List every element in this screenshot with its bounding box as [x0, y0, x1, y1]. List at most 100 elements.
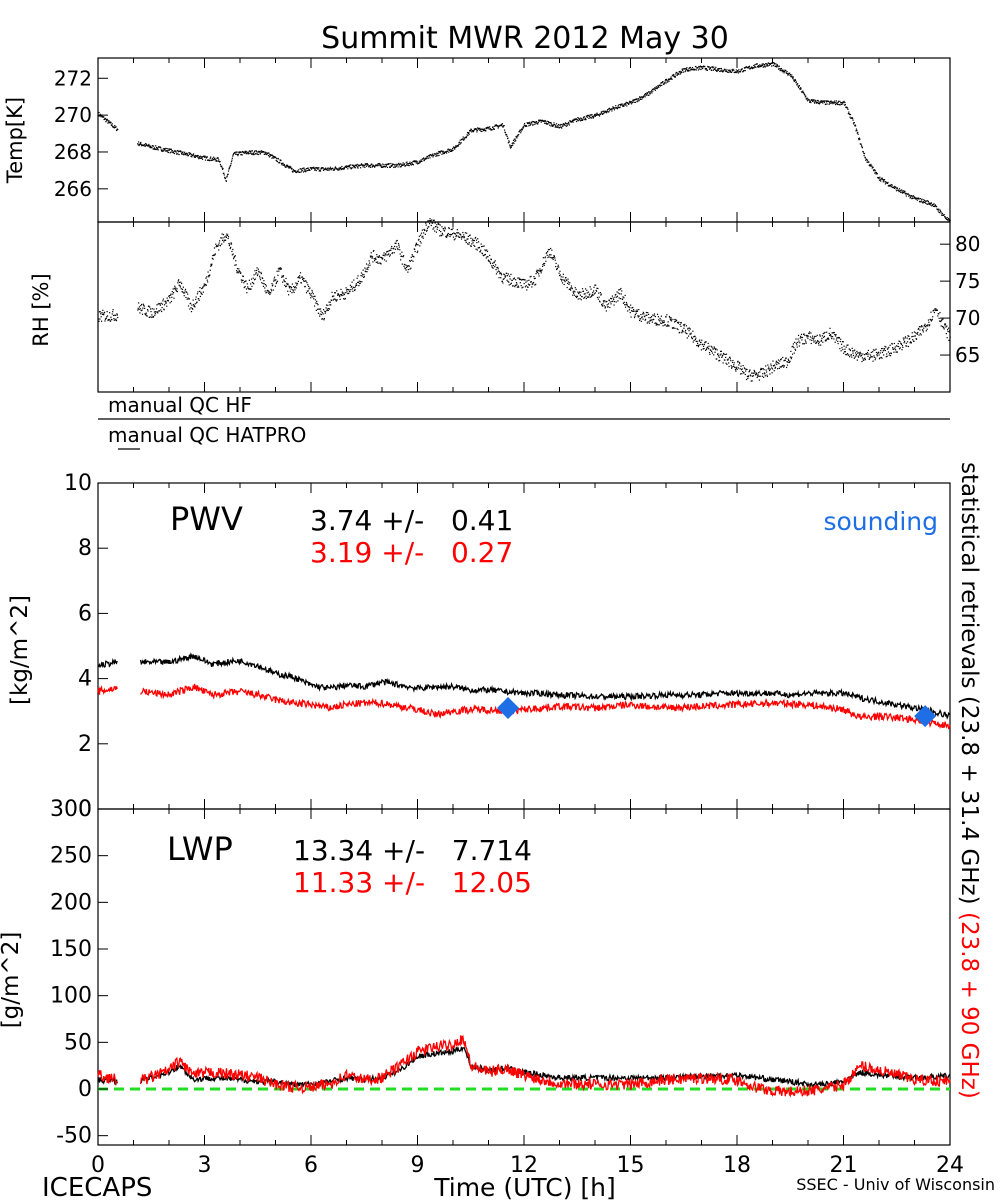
temp-point: [802, 90, 804, 92]
temp-point: [181, 153, 183, 155]
rh-point: [329, 301, 331, 303]
rh-point: [527, 286, 529, 288]
rh-point: [529, 281, 532, 283]
temp-point: [441, 153, 443, 155]
temp-point: [676, 74, 678, 77]
rh-point: [274, 279, 276, 282]
temp-point: [666, 79, 668, 82]
temp-point: [394, 166, 397, 168]
temp-point: [164, 150, 167, 152]
temp-point: [761, 63, 763, 65]
rh-point: [346, 291, 348, 293]
rh-point: [370, 256, 372, 258]
temp-point: [408, 163, 410, 165]
temp-point: [882, 181, 884, 183]
temp-point: [254, 150, 256, 152]
temp-point: [737, 72, 740, 74]
rh-point: [855, 355, 857, 357]
rh-point: [598, 296, 600, 298]
temp-point: [247, 151, 250, 153]
rh-point: [583, 293, 585, 295]
rh-point: [595, 290, 598, 292]
temp-point: [859, 138, 861, 140]
rh-point: [102, 309, 104, 311]
temp-point: [324, 168, 326, 170]
rh-point: [514, 285, 516, 288]
temp-point: [914, 196, 916, 199]
temp-point: [624, 104, 626, 106]
temp-point: [621, 103, 623, 105]
temp-point: [697, 69, 700, 71]
rh-point: [879, 352, 881, 354]
rh-point: [201, 287, 203, 290]
rh-point: [272, 284, 274, 286]
temp-point: [496, 125, 498, 127]
rh-point: [789, 356, 792, 358]
rh-point: [433, 227, 435, 229]
temp-point: [587, 115, 590, 117]
temp-point: [731, 70, 734, 72]
temp-point: [820, 100, 822, 102]
rh-point: [488, 260, 490, 262]
temp-point: [377, 163, 380, 165]
rh-point: [929, 319, 932, 321]
temp-point: [670, 76, 672, 78]
temp-point: [510, 146, 512, 148]
temp-point: [238, 151, 240, 153]
rh-point: [100, 316, 102, 318]
temp-ytick-label: 272: [54, 66, 92, 90]
temp-point: [608, 111, 610, 113]
temp-point: [706, 69, 708, 71]
rh-point: [233, 258, 235, 260]
rh-point: [376, 256, 378, 258]
rh-point: [909, 342, 911, 344]
temp-point: [653, 88, 656, 90]
rh-point: [220, 237, 222, 239]
temp-point: [753, 64, 755, 67]
temp-point: [297, 171, 299, 173]
temp-point: [103, 116, 105, 118]
rh-point: [314, 295, 316, 297]
temp-point: [113, 126, 115, 128]
rh-point: [794, 349, 797, 351]
rh-point: [581, 295, 583, 298]
rh-point: [593, 293, 596, 295]
rh-point: [178, 281, 181, 284]
rh-point: [286, 283, 288, 286]
rh-point: [546, 252, 548, 254]
rh-point: [472, 239, 475, 242]
temp-point: [644, 96, 646, 98]
temp-point: [429, 157, 431, 159]
rh-point: [441, 232, 443, 235]
temp-point: [460, 142, 462, 144]
temp-point: [688, 69, 690, 71]
rh-point: [794, 348, 796, 350]
rh-point: [160, 309, 162, 311]
pwv-panel-label: PWV: [170, 500, 243, 538]
temp-point: [475, 127, 477, 130]
temp-point: [552, 125, 554, 127]
rh-point: [888, 346, 890, 348]
rh-point: [810, 342, 812, 345]
temp-point: [316, 167, 318, 169]
rh-point: [293, 287, 296, 289]
temp-point: [923, 201, 925, 203]
rh-point: [834, 333, 836, 336]
rh-point: [765, 369, 767, 371]
rh-point: [590, 288, 592, 290]
temp-ytick-label: 268: [54, 140, 92, 164]
temp-point: [413, 160, 415, 162]
rh-point: [406, 265, 409, 267]
rh-point: [432, 228, 434, 230]
temp-point: [589, 116, 591, 118]
temp-point: [768, 62, 771, 65]
temp-point: [872, 166, 874, 169]
rh-point: [853, 350, 855, 352]
rh-point: [944, 323, 946, 325]
temp-point: [646, 92, 648, 94]
rh-point: [207, 275, 210, 277]
temp-point: [159, 146, 161, 148]
temp-point: [537, 123, 539, 125]
rh-point: [816, 334, 818, 336]
temp-point: [466, 136, 468, 138]
